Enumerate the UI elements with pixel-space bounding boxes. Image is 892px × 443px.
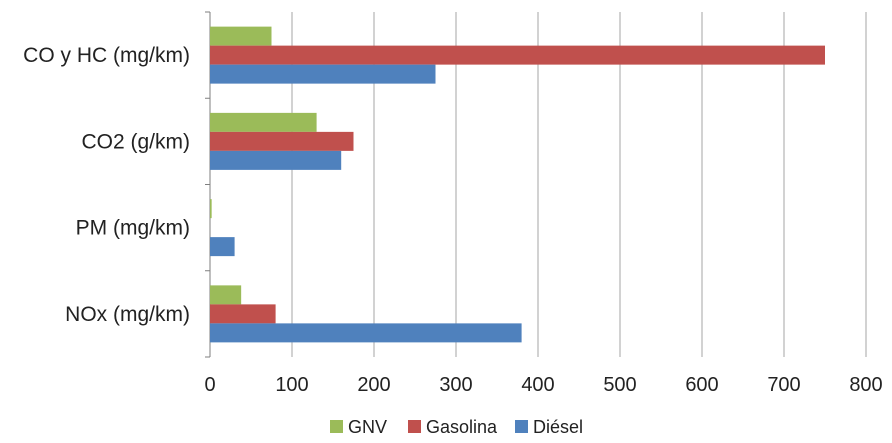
x-tick-label: 800	[849, 374, 882, 396]
x-tick-label: 300	[439, 374, 472, 396]
x-tick-label: 0	[204, 374, 215, 396]
bar-gasolina	[210, 131, 354, 151]
x-tick-label: 400	[521, 374, 554, 396]
bar-diesel	[210, 64, 436, 84]
legend-swatch-gasolina	[408, 420, 421, 433]
x-tick-label: 700	[767, 374, 800, 396]
x-tick-label: 100	[275, 374, 308, 396]
bar-gnv	[210, 199, 212, 219]
bar-gnv	[210, 285, 242, 305]
bar-gnv	[210, 26, 272, 46]
bar-layer	[210, 26, 825, 343]
legend-label-gasolina: Gasolina	[426, 417, 498, 437]
bar-gasolina	[210, 45, 825, 65]
bar-gnv	[210, 112, 317, 132]
legend-swatch-gnv	[330, 420, 343, 433]
x-tick-label: 200	[357, 374, 390, 396]
category-label: NOx (mg/km)	[65, 303, 190, 326]
bar-diesel	[210, 150, 342, 170]
x-tick-label: 600	[685, 374, 718, 396]
label-layer: 0 100 200 300 400 500 600 700 800 CO y HC (mg/km)…	[23, 44, 883, 396]
x-tick-label: 500	[603, 374, 636, 396]
category-label: PM (mg/km)	[76, 217, 190, 240]
legend-label-diesel: Diésel	[533, 417, 583, 437]
legend: GNV Gasolina Diésel	[330, 417, 583, 437]
legend-label-gnv: GNV	[348, 417, 387, 437]
bar-gasolina	[210, 304, 276, 324]
bar-diesel	[210, 237, 235, 257]
legend-swatch-diesel	[515, 420, 528, 433]
bar-diesel	[210, 323, 522, 343]
category-label: CO2 (g/km)	[81, 130, 190, 153]
category-label: CO y HC (mg/km)	[23, 44, 190, 67]
axis-layer	[205, 11, 211, 358]
